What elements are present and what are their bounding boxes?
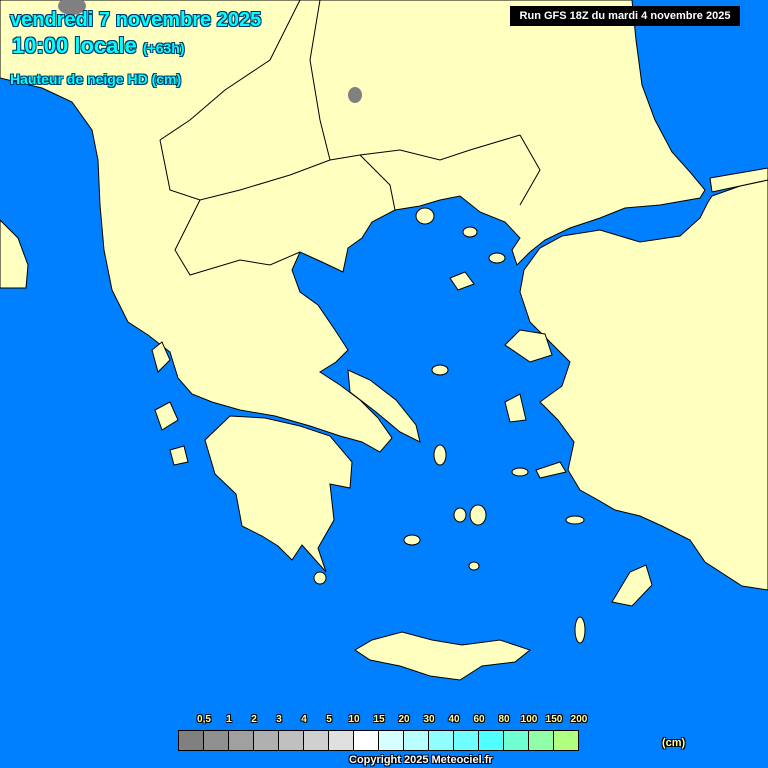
- snow-patch: [58, 0, 86, 15]
- copyright: Copyright 2025 Meteociel.fr: [349, 754, 493, 766]
- legend-swatch: [204, 731, 229, 750]
- legend-swatch: [454, 731, 479, 750]
- imbros: [488, 252, 506, 264]
- lesbos: [504, 329, 553, 363]
- legend-swatch: [179, 731, 204, 750]
- paros: [453, 507, 467, 523]
- legend-label: 3: [276, 714, 282, 725]
- legend-label: 200: [570, 714, 588, 725]
- milos: [403, 534, 421, 546]
- karpathos: [574, 616, 586, 644]
- kefalonia: [154, 401, 179, 431]
- legend-swatch: [479, 731, 504, 750]
- legend-label: 40: [448, 714, 460, 725]
- legend-swatch: [379, 731, 404, 750]
- legend-label: 1: [226, 714, 232, 725]
- legend-unit: (cm): [662, 737, 686, 749]
- legend-swatch: [429, 731, 454, 750]
- kythira: [313, 571, 327, 585]
- run-info: Run GFS 18Z du mardi 4 novembre 2025: [510, 6, 740, 26]
- italy-heel: [0, 219, 29, 289]
- legend-swatch: [404, 731, 429, 750]
- legend-swatch: [329, 731, 354, 750]
- legend-label: 15: [373, 714, 385, 725]
- balkans-mainland: [0, 0, 706, 453]
- thasos: [415, 207, 435, 225]
- legend-label: 10: [348, 714, 360, 725]
- zakynthos: [169, 445, 189, 466]
- legend-swatch: [229, 731, 254, 750]
- rhodes: [611, 564, 653, 607]
- andros: [433, 444, 447, 466]
- legend-label: 150: [545, 714, 563, 725]
- black-sea-coast-east: [709, 167, 768, 193]
- naxos: [469, 504, 487, 526]
- forecast-time: 10:00 locale: [12, 33, 137, 58]
- legend-color-scale: [178, 730, 579, 751]
- legend-swatch: [529, 731, 554, 750]
- chios: [504, 393, 527, 423]
- legend-label: 100: [520, 714, 538, 725]
- legend-swatch: [254, 731, 279, 750]
- peloponnese: [204, 415, 353, 573]
- corfu: [151, 341, 171, 373]
- variable-title: Hauteur de neige HD (cm): [10, 71, 182, 87]
- crete: [354, 631, 532, 681]
- samos: [535, 461, 567, 479]
- legend-label: 20: [398, 714, 410, 725]
- legend-label: 5: [326, 714, 332, 725]
- euboea: [347, 369, 421, 443]
- legend-label: 80: [498, 714, 510, 725]
- legend-label: 0,5: [197, 714, 211, 725]
- ikaria: [511, 467, 529, 477]
- forecast-hour: 10:00 locale (+63h): [12, 33, 185, 59]
- legend-label: 4: [301, 714, 307, 725]
- turkey: [519, 179, 768, 591]
- legend-label: 2: [251, 714, 257, 725]
- forecast-date: vendredi 7 novembre 2025: [10, 9, 262, 31]
- legend-label: 60: [473, 714, 485, 725]
- country-borders: [159, 0, 541, 276]
- forecast-offset: (+63h): [142, 40, 185, 56]
- legend-swatch: [504, 731, 529, 750]
- skyros: [431, 364, 449, 376]
- legend-swatch: [279, 731, 304, 750]
- legend-swatch: [554, 731, 578, 750]
- legend-swatch: [354, 731, 379, 750]
- kos: [565, 515, 585, 525]
- snow-patch: [348, 87, 362, 103]
- lemnos: [449, 271, 475, 291]
- santorini: [468, 561, 480, 571]
- legend-swatch: [304, 731, 329, 750]
- samothrace: [462, 226, 478, 238]
- legend-label: 30: [423, 714, 435, 725]
